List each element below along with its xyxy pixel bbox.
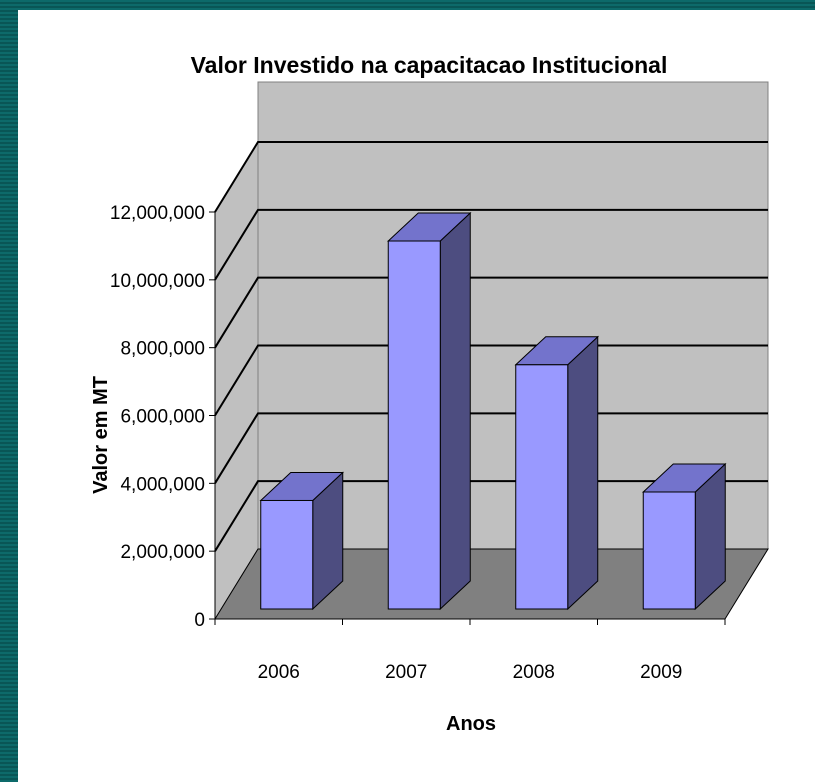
bar-front xyxy=(642,491,696,610)
x-tick-label: 2008 xyxy=(513,662,555,683)
gridline xyxy=(214,208,768,281)
bar-front xyxy=(387,240,441,610)
y-tick-label: 10,000,000 xyxy=(110,271,205,292)
gridline xyxy=(214,276,768,349)
x-tick-label: 2009 xyxy=(640,662,682,683)
bar-2006 xyxy=(259,471,345,611)
chart-panel: Valor Investido na capacitacao Instituci… xyxy=(18,10,815,782)
x-tick-label: 2006 xyxy=(258,662,300,683)
y-tick-label: 2,000,000 xyxy=(120,542,205,563)
chart-title: Valor Investido na capacitacao Instituci… xyxy=(191,52,668,78)
y-tick-label: 8,000,000 xyxy=(120,339,205,360)
bar-2007 xyxy=(386,211,472,611)
gridline xyxy=(214,141,768,213)
y-tick-label: 4,000,000 xyxy=(120,474,205,495)
x-axis-title: Anos xyxy=(446,713,496,735)
bar-chart: Valor Investido na capacitacao Instituci… xyxy=(90,52,769,735)
y-tick-label: 6,000,000 xyxy=(120,407,205,428)
x-tick-labels: 2006 2007 2008 2009 xyxy=(258,662,683,683)
bars xyxy=(259,211,727,611)
axes xyxy=(209,211,726,625)
bar-front xyxy=(260,499,314,610)
y-tick-label: 0 xyxy=(194,610,205,631)
bar-front xyxy=(515,364,569,610)
bar-side xyxy=(567,335,599,611)
y-tick-label: 12,000,000 xyxy=(110,203,205,224)
y-axis-title: Valor em MT xyxy=(90,376,112,494)
bar-side xyxy=(439,211,471,611)
bar-2009 xyxy=(641,462,727,611)
y-tick-labels: 0 2,000,000 4,000,000 6,000,000 8,000,000 10,… xyxy=(110,203,205,631)
x-tick-label: 2007 xyxy=(385,662,427,683)
bar-2008 xyxy=(514,335,600,611)
